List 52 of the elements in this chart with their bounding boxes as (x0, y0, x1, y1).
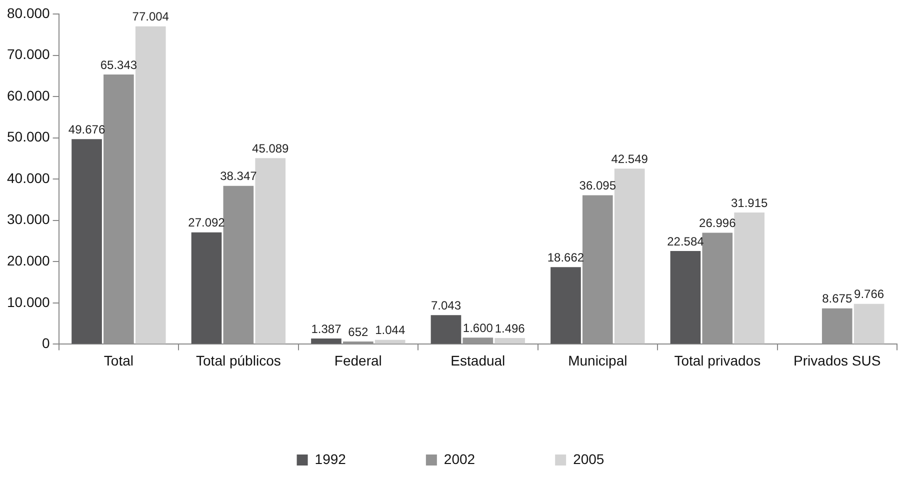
data-label: 42.549 (611, 152, 648, 166)
data-label: 1.600 (462, 320, 494, 335)
bar (494, 338, 526, 344)
data-label: 8.675 (822, 292, 852, 306)
data-label: 18.662 (547, 250, 584, 264)
y-tick-label: 30.000 (6, 211, 50, 228)
bar (191, 232, 222, 344)
data-label: 77.004 (132, 10, 170, 24)
bar (550, 267, 581, 344)
data-label: 26.996 (699, 216, 736, 230)
data-label: 36.095 (579, 178, 616, 193)
x-tick-label: Total privados (674, 352, 761, 368)
bar (374, 340, 406, 344)
y-tick-label: 40.000 (6, 170, 50, 186)
y-tick-label: 10.000 (6, 294, 50, 310)
bar (430, 315, 462, 344)
data-label: 1.044 (375, 323, 406, 338)
legend-label: 1992 (314, 450, 346, 467)
y-tick-label: 60.000 (6, 87, 50, 104)
x-tick-label: Total públicos (196, 352, 281, 368)
data-label: 22.584 (667, 234, 704, 248)
data-label: 9.766 (854, 287, 884, 302)
y-tick-label: 20.000 (6, 252, 50, 269)
data-label: 7.043 (430, 298, 462, 312)
data-label: 652 (348, 324, 368, 339)
data-label: 38.347 (220, 169, 258, 184)
y-tick-label: 80.000 (6, 4, 50, 21)
data-label: 49.676 (68, 122, 106, 136)
x-tick-label: Total (104, 352, 134, 368)
bar (135, 26, 166, 344)
y-tick-label: 0 (42, 335, 50, 352)
data-label: 1.387 (311, 322, 342, 336)
bar (734, 212, 764, 344)
bar (854, 304, 884, 344)
legend-label: 2005 (573, 450, 604, 467)
data-label: 65.343 (100, 58, 138, 72)
bar (255, 158, 286, 344)
bar (72, 139, 102, 344)
y-tick-label: 50.000 (6, 128, 50, 145)
x-tick-label: Municipal (568, 352, 628, 368)
data-label: 31.915 (730, 196, 768, 210)
x-tick-label: Privados SUS (794, 352, 881, 368)
data-label: 1.496 (494, 321, 526, 336)
legend-label: 2002 (444, 450, 476, 467)
x-tick-label: Estadual (450, 352, 506, 368)
data-label: 45.089 (252, 141, 290, 156)
data-label: 27.092 (188, 216, 226, 230)
bar (670, 250, 701, 344)
x-tick-label: Federal (334, 352, 382, 368)
bar (311, 338, 342, 344)
y-tick-label: 70.000 (6, 46, 50, 62)
bar (614, 168, 645, 344)
